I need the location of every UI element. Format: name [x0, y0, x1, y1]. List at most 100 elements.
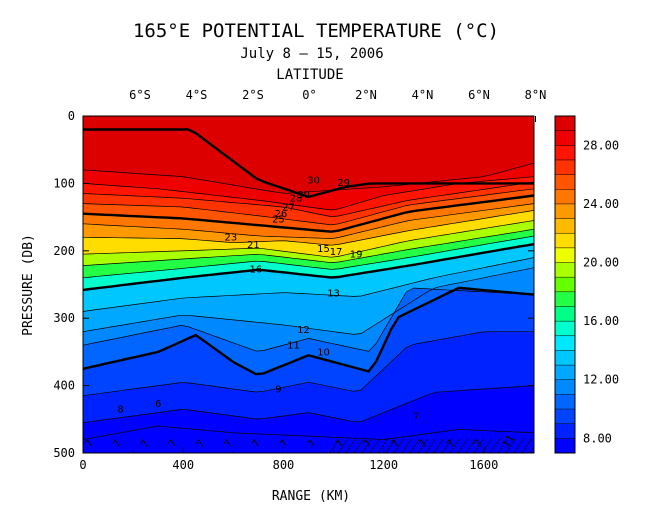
contour-label: 12: [297, 325, 310, 336]
bottom-contour-label: 7: [445, 438, 458, 450]
hatch-line: [465, 437, 477, 453]
hatch-line: [505, 437, 517, 453]
bottom-contour-label: 7: [139, 438, 152, 450]
chart-title: 165°E POTENTIAL TEMPERATURE (°C): [133, 20, 499, 42]
contour-label: 30: [307, 175, 320, 186]
x-tick-label: 800: [273, 458, 295, 472]
bottom-contour-label: 7: [473, 438, 486, 450]
bottom-contour-label: 7: [250, 438, 263, 450]
isotherm-17: [83, 235, 534, 279]
y-tick-label: 400: [53, 379, 75, 393]
hatch-line: [417, 437, 429, 453]
colorbar-swatch: [555, 174, 575, 190]
hatch-line: [433, 437, 445, 453]
contour-label: 13: [327, 289, 340, 300]
colorbar-swatch: [555, 438, 575, 454]
contour-label: 15: [317, 244, 330, 255]
colorbar-swatch: [555, 394, 575, 410]
colorbar-label: 12.00: [583, 373, 619, 387]
temperature-bands: [83, 116, 534, 453]
contour-label: 7: [413, 411, 419, 422]
isotherm-9: [83, 331, 534, 397]
chart-subtitle: July 8 – 15, 2006: [240, 46, 383, 62]
colorbar-swatch: [555, 277, 575, 293]
bottom-contour-label: 7: [334, 438, 347, 450]
colorbar-swatch: [555, 203, 575, 219]
colorbar-label: 24.00: [583, 197, 619, 211]
hatch-line: [513, 437, 525, 453]
contour-label: 8: [117, 405, 123, 416]
y-tick-label: 500: [53, 446, 75, 460]
isotherm-19: [83, 228, 534, 266]
top-tick-label: 6°S: [129, 88, 151, 102]
hatch-line: [377, 437, 389, 453]
contour-label: 17: [330, 247, 343, 258]
top-axis-label: LATITUDE: [276, 67, 343, 83]
isotherm-24: [83, 203, 534, 239]
bottom-contour-label: 7: [306, 438, 319, 450]
x-axis-ticks: 0 400 800 1200 1600: [79, 447, 498, 472]
isotherm-21: [83, 220, 534, 258]
isotherm-12: [83, 267, 534, 335]
bottom-contour-label: 7: [417, 438, 430, 450]
colorbar-swatch: [555, 233, 575, 249]
hatch-line: [441, 437, 453, 453]
colorbar-label: 20.00: [583, 256, 619, 270]
y-tick-label: 0: [68, 109, 75, 123]
contour-label: 21: [247, 240, 260, 251]
isotherm-8: [83, 385, 534, 424]
bottom-contour-label: 7: [195, 438, 208, 450]
colorbar-swatch: [555, 262, 575, 278]
hatch-line: [337, 437, 349, 453]
colorbar-swatch: [555, 291, 575, 307]
hatch-line: [329, 437, 341, 453]
contour-label: 6: [155, 399, 161, 410]
colorbar-swatch: [555, 423, 575, 439]
colorbar-swatch: [555, 247, 575, 263]
contour-label: 16: [250, 264, 263, 275]
colorbar-swatch: [555, 409, 575, 424]
isotherm-7: [83, 425, 534, 440]
contour-label: 9: [275, 384, 281, 395]
hatch-line: [473, 437, 485, 453]
colorbar-swatch: [555, 321, 575, 337]
colorbar-swatch: [555, 306, 575, 322]
hatch-line: [425, 437, 437, 453]
top-axis-ticks: 6°S 4°S 2°S 0° 2°N 4°N 6°N 8°N: [129, 88, 546, 122]
hatch-line: [385, 437, 397, 453]
hatch-line: [497, 437, 509, 453]
colorbar-label: 16.00: [583, 314, 619, 328]
contour-label: 26: [275, 209, 288, 220]
isotherm-28: [83, 176, 534, 211]
hatch-line: [449, 437, 461, 453]
bottom-contour-label: 7: [83, 438, 96, 450]
top-tick-label: 6°N: [468, 88, 490, 102]
hatch-line: [345, 437, 357, 453]
contour-label: 23: [224, 233, 237, 244]
contour-label: 29: [337, 178, 350, 189]
colorbar-swatch: [555, 350, 575, 366]
isotherm-29: [83, 162, 534, 194]
isotherm-23: [83, 210, 534, 246]
colorbar: 28.00 24.00 20.00 16.00 12.00 8.00: [554, 115, 619, 454]
isotherm-26: [83, 188, 534, 226]
x-tick-label: 0: [79, 458, 86, 472]
colorbar-swatch: [555, 335, 575, 351]
contour-label: 11: [287, 341, 300, 352]
top-tick-label: 4°S: [186, 88, 208, 102]
hatch-line: [353, 437, 365, 453]
hatch-line: [361, 437, 373, 453]
bottom-contour-label: 7: [223, 438, 236, 450]
hatch-line: [489, 437, 501, 453]
contour-label: 25: [272, 214, 285, 225]
colorbar-swatch: [555, 189, 575, 205]
band-below-7: [83, 426, 534, 453]
colorbar-swatch: [555, 116, 575, 131]
bottom-contour-label: 7: [111, 438, 124, 450]
bottom-contour-label: 7: [362, 438, 375, 450]
hatch-line: [529, 446, 534, 453]
hatch-line: [521, 437, 533, 453]
